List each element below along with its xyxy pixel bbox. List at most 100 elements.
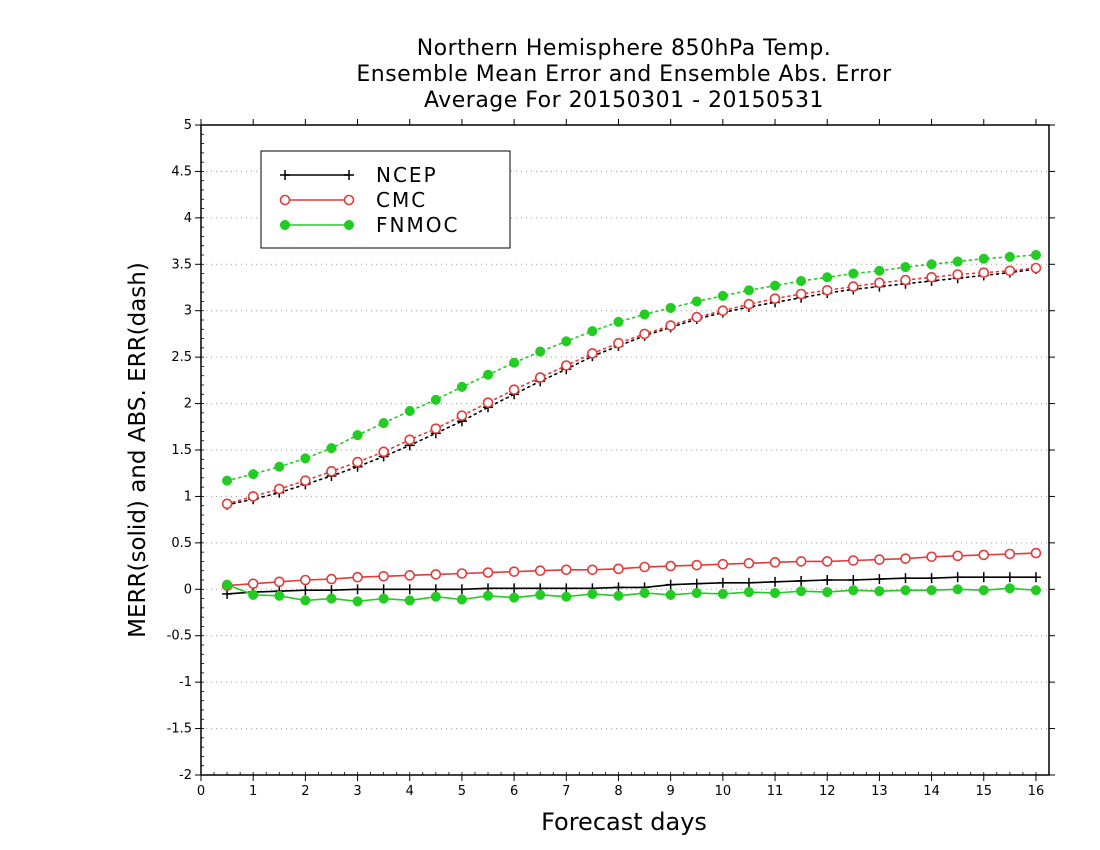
abs-err-line-ncep [226,268,1037,506]
merr-point-cmc [639,561,650,573]
abs-err-line-fnmoc [226,254,1037,482]
merr-point-cmc [560,564,572,576]
y-tick-label: 0 [184,582,192,597]
merr-point-fnmoc [848,585,859,596]
abs-err-point-fnmoc [222,475,233,486]
abs-err-point-cmc [508,384,520,395]
merr-point-fnmoc [430,591,441,602]
merr-point-fnmoc [482,590,494,601]
merr-point-ncep [900,573,911,584]
merr-point-fnmoc [300,595,311,606]
merr-point-fnmoc [1004,583,1015,594]
abs-err-point-fnmoc [665,302,676,313]
merr-point-cmc [456,568,468,579]
abs-err-point-fnmoc [404,405,415,417]
x-tick-label: 16 [1028,784,1045,799]
merr-point-fnmoc [222,579,233,590]
abs-err-point-cmc [430,423,442,434]
merr-line-cmc [227,552,1036,587]
x-tick-label: 10 [715,784,732,799]
merr-point-cmc [430,569,442,580]
abs-err-point-fnmoc [509,357,520,368]
legend-marker-start-ncep [280,170,290,180]
abs-err-point-fnmoc [587,326,598,337]
abs-err-point-cmc [926,271,937,283]
abs-err-point-fnmoc [743,285,754,296]
merr-point-cmc [821,556,833,567]
abs-err-point-fnmoc [639,309,650,320]
abs-err-point-fnmoc [613,316,624,327]
merr-point-fnmoc [769,587,781,599]
merr-point-cmc [404,570,416,581]
abs-err-point-cmc [273,483,285,495]
abs-err-point-fnmoc [978,253,989,264]
abs-err-point-cmc [795,288,807,300]
abs-err-point-cmc [247,491,259,502]
abs-err-point-fnmoc [796,275,807,287]
legend-label-cmc: CMC [376,188,427,212]
merr-point-fnmoc [248,589,259,600]
abs-err-point-cmc [587,348,598,359]
abs-err-point-fnmoc [300,453,311,464]
merr-point-ncep [926,573,937,584]
merr-point-cmc [743,557,755,569]
merr-point-cmc [978,549,990,561]
x-tick-label: 12 [819,784,836,799]
merr-point-cmc [352,571,363,583]
merr-point-fnmoc [796,586,807,597]
merr-point-fnmoc [926,585,937,596]
x-axis-label: Forecast days [541,808,707,836]
abs-err-point-cmc [352,456,363,468]
series-ncep [222,263,1041,599]
merr-point-cmc [1004,548,1016,560]
x-tick-label: 7 [562,784,570,799]
merr-point-fnmoc [900,585,911,596]
abs-err-point-cmc [482,397,494,408]
merr-point-fnmoc [274,590,285,601]
x-tick-label: 8 [614,784,622,799]
merr-point-ncep [848,575,859,585]
merr-point-fnmoc [561,591,572,602]
merr-point-cmc [900,553,911,564]
legend-label-ncep: NCEP [376,163,438,187]
merr-point-cmc [613,563,624,575]
abs-err-point-cmc [978,267,990,278]
abs-err-point-fnmoc [926,259,937,270]
series-layer [221,249,1042,607]
y-tick-label: 4.5 [171,164,192,179]
abs-err-point-cmc [665,320,676,331]
abs-err-point-cmc [221,498,233,510]
merr-point-ncep [300,585,311,596]
merr-point-ncep [352,584,363,595]
abs-err-point-fnmoc [535,346,546,357]
x-tick-label: 2 [301,784,309,799]
abs-err-point-cmc [874,277,885,289]
merr-point-fnmoc [613,590,624,601]
y-tick-label: 5 [184,118,192,133]
merr-point-fnmoc [874,586,885,597]
abs-err-point-fnmoc [717,290,728,301]
x-tick-label: 3 [353,784,361,799]
x-tick-label: 11 [767,784,784,799]
legend-label-fnmoc: FNMOC [376,213,459,237]
x-tick-label: 15 [975,784,992,799]
x-tick-label: 9 [667,784,675,799]
abs-err-point-fnmoc [561,336,572,347]
abs-err-point-cmc [717,305,729,317]
merr-point-cmc [273,576,285,588]
merr-point-fnmoc [535,589,546,600]
x-tick-label: 13 [871,784,888,799]
abs-err-point-fnmoc [900,262,911,273]
y-tick-label: 1 [184,489,192,504]
abs-err-point-fnmoc [326,443,337,454]
merr-point-ncep [770,576,781,587]
merr-point-cmc [717,558,729,570]
y-tick-label: 2.5 [171,350,192,365]
abs-err-point-cmc [900,274,911,286]
abs-err-point-cmc [743,298,755,310]
chart-title-line-3: Average For 20150301 - 20150531 [423,88,825,113]
chart-title-line-1: Northern Hemisphere 850hPa Temp. [416,36,832,61]
abs-err-point-fnmoc [248,469,259,480]
abs-err-point-fnmoc [274,461,285,472]
